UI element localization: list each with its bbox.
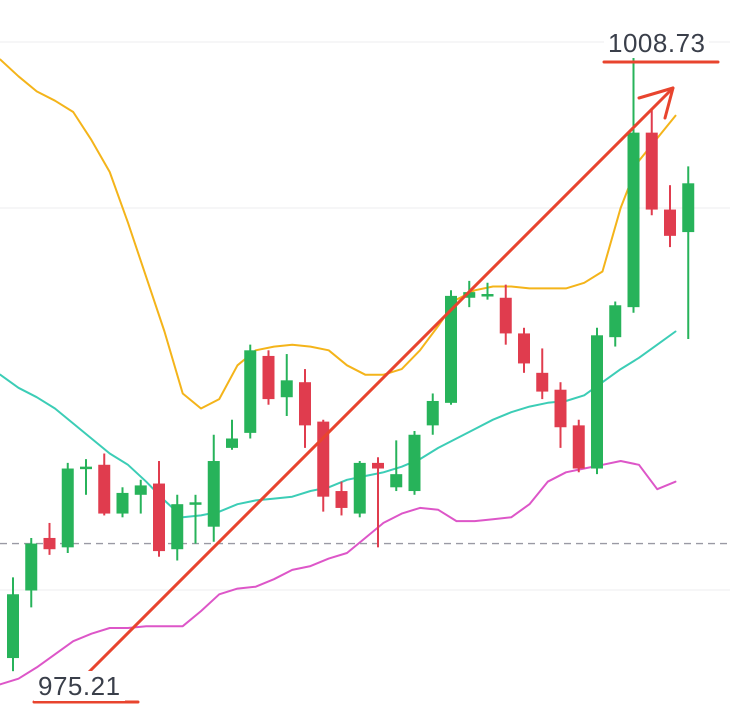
candle-body [463, 292, 476, 298]
candle-body [61, 468, 74, 548]
candle-body [244, 350, 257, 433]
candle-body [390, 474, 403, 488]
candle-body [353, 462, 366, 514]
candle-body [262, 355, 275, 400]
candle-body [445, 295, 457, 403]
candle-body [408, 434, 421, 492]
candle-body [189, 502, 202, 505]
candles [7, 42, 695, 672]
candle-body [645, 132, 658, 210]
candle-body [80, 466, 92, 470]
candle-body [134, 485, 147, 495]
candle-body [554, 389, 567, 428]
candle-body [226, 438, 238, 448]
candle-body [280, 380, 293, 398]
indicator-lines [0, 58, 677, 686]
candle-body [591, 335, 603, 469]
trend-arrow-line [78, 86, 675, 683]
annotations [32, 60, 720, 704]
candle-body [682, 183, 695, 233]
candle-body [627, 132, 640, 308]
candle-body [609, 305, 622, 338]
candle-body [372, 462, 384, 469]
candle-body [153, 483, 165, 552]
indicator-magenta [0, 460, 677, 686]
low-price-label: 975.21 [34, 671, 125, 701]
candle-body [335, 491, 348, 508]
candle-body [536, 372, 549, 392]
candle-body [7, 594, 19, 659]
moving-average-yellow [0, 58, 677, 410]
candle-body [43, 537, 56, 550]
trend-arrow-head [637, 86, 675, 120]
candle-body [98, 464, 111, 514]
candle-body [299, 382, 311, 426]
candle-body [207, 461, 220, 527]
candle-body [481, 294, 494, 297]
candle-body [171, 504, 184, 550]
candle-body [116, 492, 129, 514]
candle-body [664, 209, 676, 236]
high-price-label: 1008.73 [604, 28, 710, 58]
candle-body [572, 425, 585, 469]
candle-body [518, 333, 530, 364]
candle-body [426, 400, 439, 426]
candle-body [25, 543, 38, 591]
candle-body [499, 297, 512, 334]
